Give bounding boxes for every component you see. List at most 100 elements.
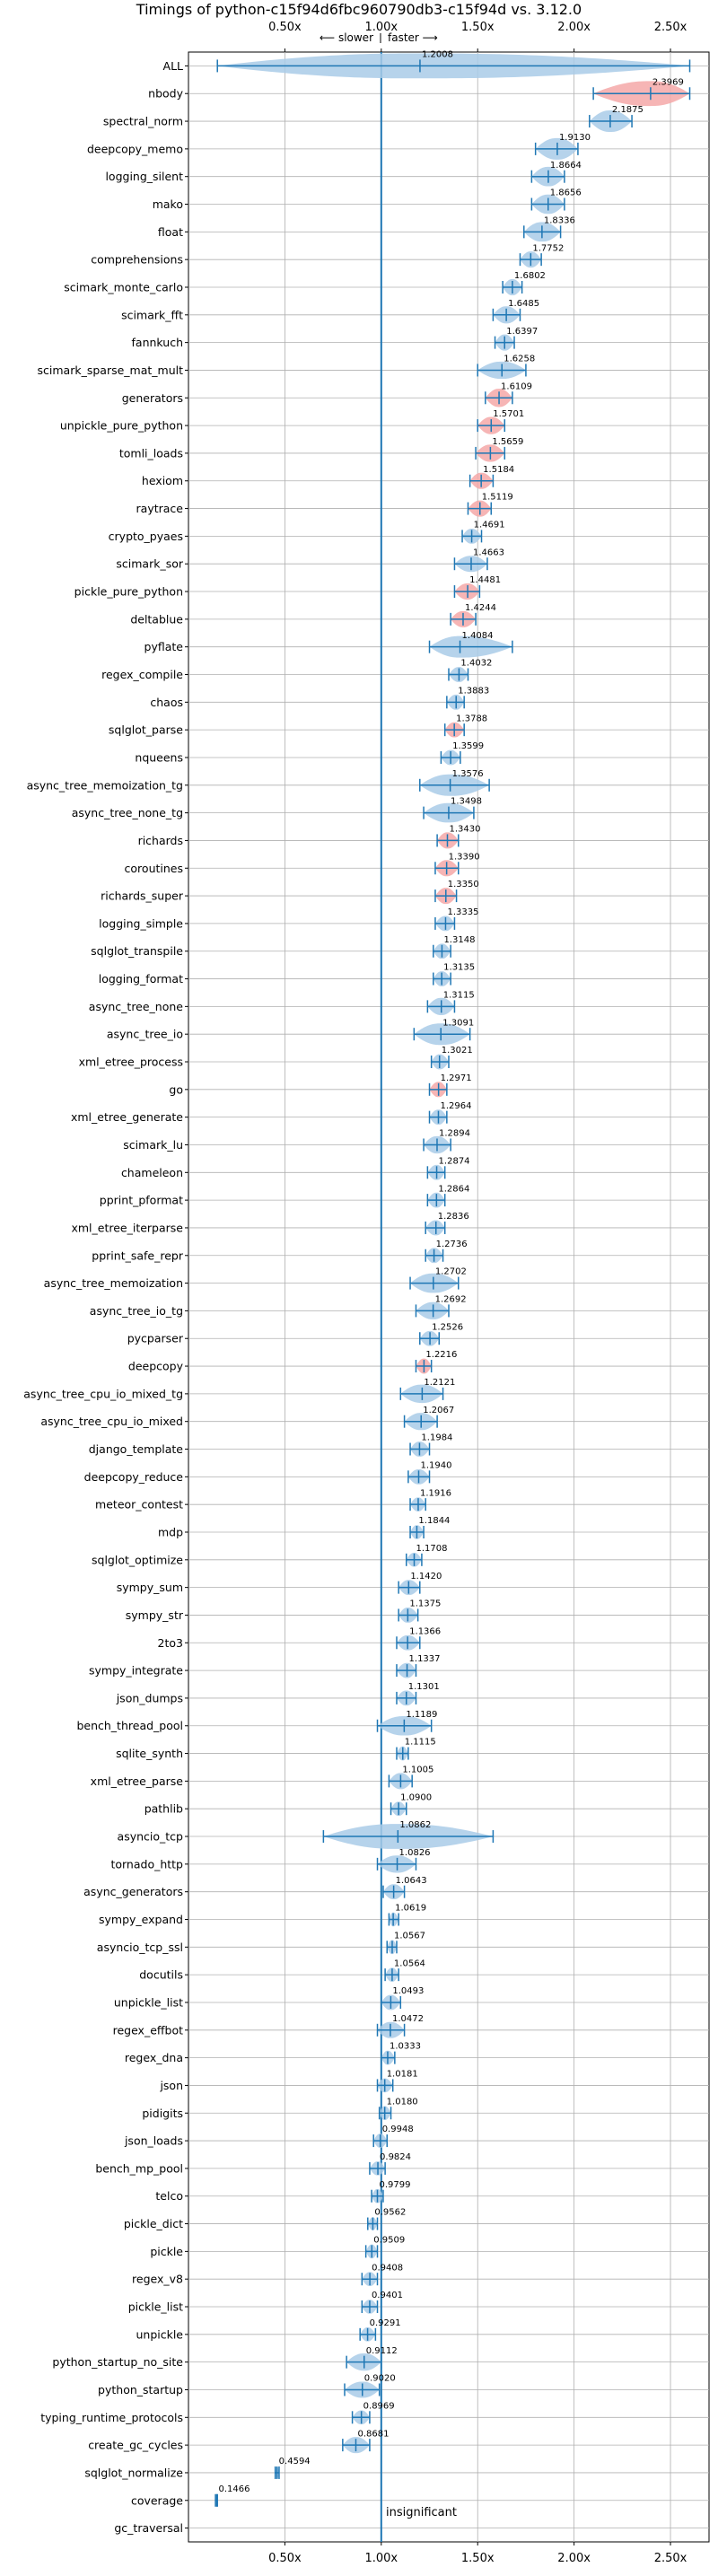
value-label: 0.1466 bbox=[218, 2484, 250, 2494]
category-label: meteor_contest bbox=[95, 1498, 183, 1511]
x-tick-label-bottom: 2.00x bbox=[557, 2552, 591, 2565]
category-label: create_gc_cycles bbox=[88, 2439, 183, 2452]
category-label: chameleon bbox=[121, 1166, 183, 1179]
value-label: 1.2526 bbox=[432, 1322, 463, 1332]
value-label: 1.4691 bbox=[474, 521, 505, 530]
category-label: docutils bbox=[139, 1968, 183, 1982]
category-label: coverage bbox=[131, 2493, 183, 2507]
category-label: xml_etree_parse bbox=[91, 1774, 184, 1788]
value-label: 1.2894 bbox=[439, 1129, 470, 1139]
category-label: json_loads bbox=[124, 2134, 183, 2148]
category-label: coroutines bbox=[125, 862, 183, 875]
violin-layer bbox=[215, 53, 691, 2507]
category-label: spectral_norm bbox=[103, 115, 183, 128]
value-label: 1.4244 bbox=[465, 603, 496, 613]
category-label: typing_runtime_protocols bbox=[40, 2411, 183, 2424]
value-label: 1.8336 bbox=[544, 215, 575, 225]
value-label: 1.6258 bbox=[503, 355, 535, 364]
category-label: sqlglot_normalize bbox=[84, 2466, 183, 2479]
category-label: generators bbox=[122, 391, 183, 405]
value-label: 1.1420 bbox=[410, 1572, 442, 1582]
x-tick-label-bottom: 1.50x bbox=[461, 2552, 495, 2565]
category-label: scimark_sparse_mat_mult bbox=[38, 364, 184, 377]
category-label: django_template bbox=[89, 1442, 184, 1456]
category-label: crypto_pyaes bbox=[109, 530, 183, 543]
value-label: 2.3969 bbox=[652, 77, 684, 87]
value-label: 1.2121 bbox=[424, 1378, 455, 1388]
x-tick-label-bottom: 0.50x bbox=[268, 2552, 302, 2565]
category-label: json_dumps bbox=[116, 1691, 183, 1704]
category-label: pprint_pformat bbox=[100, 1194, 183, 1207]
value-label: 0.9562 bbox=[374, 2208, 406, 2218]
category-label: python_startup bbox=[98, 2383, 183, 2396]
category-label: mako bbox=[153, 197, 183, 211]
value-label: 1.3350 bbox=[448, 880, 479, 889]
category-label: unpickle_pure_python bbox=[60, 419, 183, 433]
category-label: asyncio_tcp_ssl bbox=[97, 1941, 183, 1954]
value-label: 1.6109 bbox=[501, 381, 532, 391]
value-label: 1.2864 bbox=[438, 1184, 469, 1194]
category-label: scimark_lu bbox=[123, 1138, 183, 1152]
category-label: async_tree_none_tg bbox=[72, 806, 183, 819]
category-label: sqlglot_parse bbox=[109, 723, 183, 737]
label-layer: 0.50x 0.50x 1.00x 1.00x 1.50x 1.50x 2.00x 2.00x… bbox=[23, 21, 687, 2565]
category-label: sympy_expand bbox=[99, 1913, 183, 1926]
value-label: 1.3390 bbox=[449, 852, 480, 862]
value-label: 1.4481 bbox=[469, 575, 501, 585]
value-label: 1.0564 bbox=[394, 1958, 425, 1968]
category-label: regex_effbot bbox=[113, 2023, 183, 2037]
category-label: nbody bbox=[148, 87, 183, 101]
category-label: gc_traversal bbox=[114, 2521, 183, 2535]
value-label: 0.9509 bbox=[373, 2236, 405, 2246]
category-label: ALL bbox=[163, 59, 184, 73]
value-label: 1.1366 bbox=[409, 1626, 441, 1636]
category-label: scimark_fft bbox=[121, 308, 183, 321]
value-label: 0.9291 bbox=[370, 2318, 401, 2328]
category-label: async_tree_cpu_io_mixed bbox=[40, 1415, 183, 1428]
category-label: pyflate bbox=[144, 640, 184, 653]
category-label: sqlglot_transpile bbox=[91, 944, 183, 958]
value-label: 1.1115 bbox=[405, 1738, 436, 1748]
value-label: 0.9401 bbox=[372, 2291, 403, 2300]
value-label: 1.0826 bbox=[399, 1848, 431, 1858]
value-label: 0.9020 bbox=[364, 2374, 396, 2384]
category-label: scimark_sor bbox=[116, 557, 183, 571]
value-label: 1.3148 bbox=[443, 935, 475, 945]
category-label: go bbox=[169, 1082, 183, 1096]
category-label: sqlite_synth bbox=[116, 1747, 183, 1760]
category-label: pickle_pure_python bbox=[74, 585, 183, 599]
category-label: pprint_safe_repr bbox=[92, 1249, 184, 1262]
value-label: 1.0619 bbox=[395, 1904, 426, 1914]
value-label: 1.2971 bbox=[441, 1073, 472, 1083]
value-label: 1.1005 bbox=[402, 1766, 433, 1775]
value-label: 1.0643 bbox=[396, 1876, 427, 1886]
value-label: 1.5701 bbox=[493, 409, 524, 419]
value-label: 1.3430 bbox=[449, 825, 480, 835]
category-label: regex_compile bbox=[101, 668, 183, 681]
category-label: unpickle_list bbox=[114, 1995, 183, 2009]
value-label: 1.8664 bbox=[550, 161, 582, 171]
value-label: 1.2702 bbox=[435, 1267, 467, 1277]
category-label: mdp bbox=[158, 1525, 183, 1538]
value-label: 0.4594 bbox=[279, 2457, 311, 2466]
value-label: 1.2736 bbox=[436, 1240, 468, 1249]
category-label: sqlglot_optimize bbox=[92, 1553, 183, 1566]
value-label: 0.9824 bbox=[380, 2152, 411, 2162]
category-label: bench_thread_pool bbox=[76, 1719, 183, 1732]
value-label: 1.4663 bbox=[473, 548, 504, 557]
value-label: 2.1875 bbox=[612, 105, 644, 115]
value-label: 1.1337 bbox=[409, 1654, 441, 1664]
category-label: logging_silent bbox=[105, 170, 183, 183]
value-label: 1.3091 bbox=[442, 1018, 474, 1028]
category-label: logging_format bbox=[99, 972, 183, 986]
category-label: async_tree_memoization bbox=[44, 1276, 183, 1290]
value-label: 1.2692 bbox=[435, 1295, 467, 1305]
category-label: json bbox=[159, 2079, 183, 2092]
value-label: 1.9130 bbox=[559, 133, 591, 143]
x-tick-label-top: 0.50x bbox=[268, 21, 302, 34]
value-label: 1.3576 bbox=[452, 769, 484, 779]
value-label: 1.3788 bbox=[456, 714, 487, 723]
category-label: xml_etree_generate bbox=[71, 1110, 183, 1124]
value-label: 1.3021 bbox=[442, 1046, 473, 1056]
